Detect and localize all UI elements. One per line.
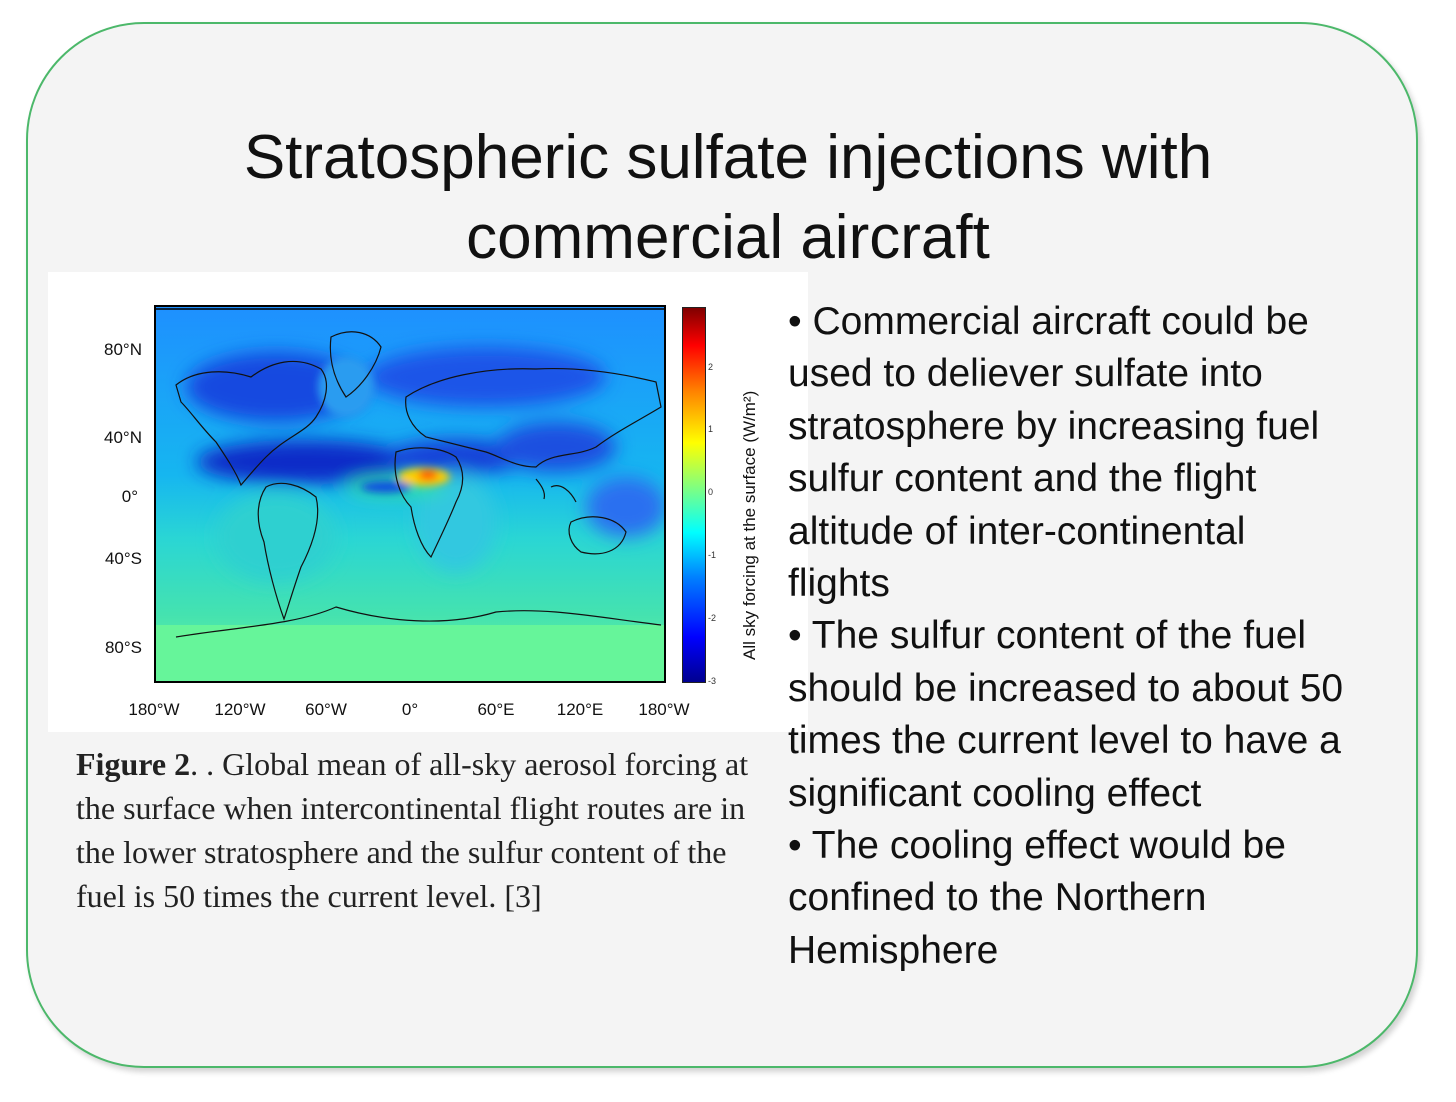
colorbar-tick: 2 xyxy=(708,362,714,372)
colorbar-tick: 1 xyxy=(708,424,714,434)
x-tick-label: 180°W xyxy=(128,700,180,719)
bullet-item: • The sulfur content of the fuel should … xyxy=(788,614,1344,815)
bullet-item: • Commercial aircraft could be used to d… xyxy=(788,300,1320,606)
y-tick-label: 0° xyxy=(121,487,138,506)
y-tick-label: 80°S xyxy=(104,638,142,657)
colorbar-label: All sky forcing at the surface (W/m²) xyxy=(740,390,759,660)
figure-caption: Figure 2. . Global mean of all-sky aeros… xyxy=(76,742,756,918)
x-tick-label: 120°W xyxy=(214,700,266,719)
bullet-item: • The cooling effect would be confined t… xyxy=(788,824,1286,972)
x-tick-label: 180°W xyxy=(638,700,690,719)
colorbar-tick: -1 xyxy=(708,550,717,560)
caption-text: . . Global mean of all-sky aerosol forci… xyxy=(76,746,749,914)
slide-title: Stratospheric sulfate injections with co… xyxy=(0,118,1456,278)
colorbar xyxy=(682,307,706,683)
y-tick-label: 40°N xyxy=(104,428,142,447)
aerosol-forcing-map xyxy=(154,305,666,683)
colorbar-tick: 0 xyxy=(708,487,714,497)
colorbar-tick: -2 xyxy=(708,613,717,623)
title-line-2: commercial aircraft xyxy=(466,203,990,272)
colorbar-tick: -3 xyxy=(708,676,717,686)
caption-figure-number: Figure 2 xyxy=(76,746,191,782)
x-tick-label: 60°W xyxy=(305,700,347,719)
y-tick-label: 80°N xyxy=(104,340,142,359)
bullet-list: • Commercial aircraft could be used to d… xyxy=(788,296,1358,977)
title-line-1: Stratospheric sulfate injections with xyxy=(243,123,1213,192)
x-tick-label: 0° xyxy=(401,700,419,719)
y-tick-label: 40°S xyxy=(104,549,142,568)
x-tick-label: 60°E xyxy=(477,700,515,719)
x-tick-label: 120°E xyxy=(556,700,604,719)
